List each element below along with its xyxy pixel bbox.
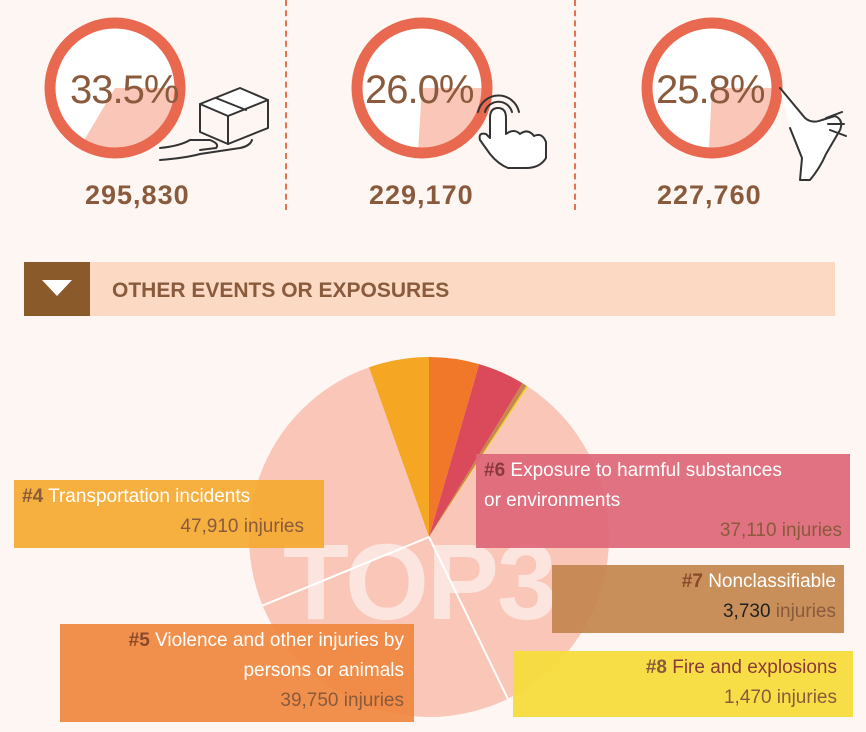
- label-box-4: #4 Transportation incidents 47,910 injur…: [14, 480, 324, 548]
- rank-label: #6: [484, 460, 506, 481]
- percent-wedge: [84, 88, 175, 148]
- ring-outline: [351, 17, 493, 159]
- stat-card-2: 26.0% 229,170: [340, 8, 600, 218]
- stat-ring-1: [44, 17, 269, 161]
- slice-value: 3,730: [722, 601, 771, 622]
- rank-label: #4: [22, 486, 44, 507]
- rank-label: #7: [681, 571, 703, 592]
- slice-name: Nonclassifiable: [708, 571, 836, 592]
- slice-name-line2: or environments: [484, 490, 621, 511]
- slice-unit: injuries: [343, 690, 404, 711]
- hand-touch-icon: [477, 94, 547, 169]
- section-banner: OTHER EVENTS OR EXPOSURES: [24, 262, 835, 316]
- slice-name-line1: Exposure to harmful substances: [510, 460, 782, 481]
- stat-count-1: 295,830: [85, 180, 190, 210]
- slice-unit: injuries: [776, 687, 837, 708]
- slice-name: Fire and explosions: [672, 657, 837, 678]
- top3-divider-1: [428, 536, 509, 700]
- slice-unit: injuries: [775, 601, 836, 622]
- slice-name-line1: Violence and other injuries by: [155, 630, 404, 651]
- percent-wedge: [418, 88, 482, 149]
- stat-count-3: 227,760: [657, 180, 762, 210]
- injured-foot-icon: [779, 87, 847, 181]
- slice-name: Transportation incidents: [48, 486, 251, 507]
- stat-ring-2: [351, 17, 547, 169]
- slice-value: 39,750: [280, 690, 339, 711]
- label-box-5: #5 Violence and other injuries by person…: [60, 624, 414, 722]
- stat-card-1: 33.5% 295,830: [40, 8, 300, 218]
- dashed-divider: [574, 0, 576, 210]
- slice-value: 37,110: [719, 520, 777, 541]
- stat-percent-2: 26.0%: [365, 68, 474, 112]
- stat-percent-1: 33.5%: [70, 68, 179, 112]
- box-in-hands-icon: [159, 87, 269, 161]
- percent-wedge: [708, 88, 772, 148]
- ring-outline: [641, 17, 783, 159]
- label-box-7: #7 Nonclassifiable 3,730 injuries: [552, 565, 844, 633]
- pie-slice-6: [429, 364, 523, 537]
- label-box-6: #6 Exposure to harmful substances or env…: [476, 454, 850, 548]
- slice-unit: injuries: [243, 516, 304, 537]
- triangle-down-icon: [42, 280, 72, 296]
- stat-percent-3: 25.8%: [656, 68, 765, 112]
- collapse-toggle[interactable]: [24, 262, 90, 316]
- pie-slice-5: [429, 357, 480, 537]
- ring-outline: [44, 17, 186, 159]
- stat-count-2: 229,170: [369, 180, 474, 210]
- dashed-divider: [285, 0, 287, 210]
- slice-value: 1,470: [723, 687, 772, 708]
- rank-label: #8: [645, 657, 667, 678]
- rank-label: #5: [128, 630, 150, 651]
- slice-value: 47,910: [180, 516, 239, 537]
- stat-card-3: 25.8% 227,760: [630, 8, 866, 218]
- top3-divider-2: [262, 536, 430, 607]
- section-title: OTHER EVENTS OR EXPOSURES: [112, 279, 450, 302]
- label-box-8: #8 Fire and explosions 1,470 injuries: [513, 651, 853, 717]
- slice-unit: injuries: [781, 520, 842, 541]
- pie-slice-4: [368, 357, 429, 537]
- slice-name-line2: persons or animals: [243, 660, 404, 681]
- stat-ring-3: [641, 17, 847, 181]
